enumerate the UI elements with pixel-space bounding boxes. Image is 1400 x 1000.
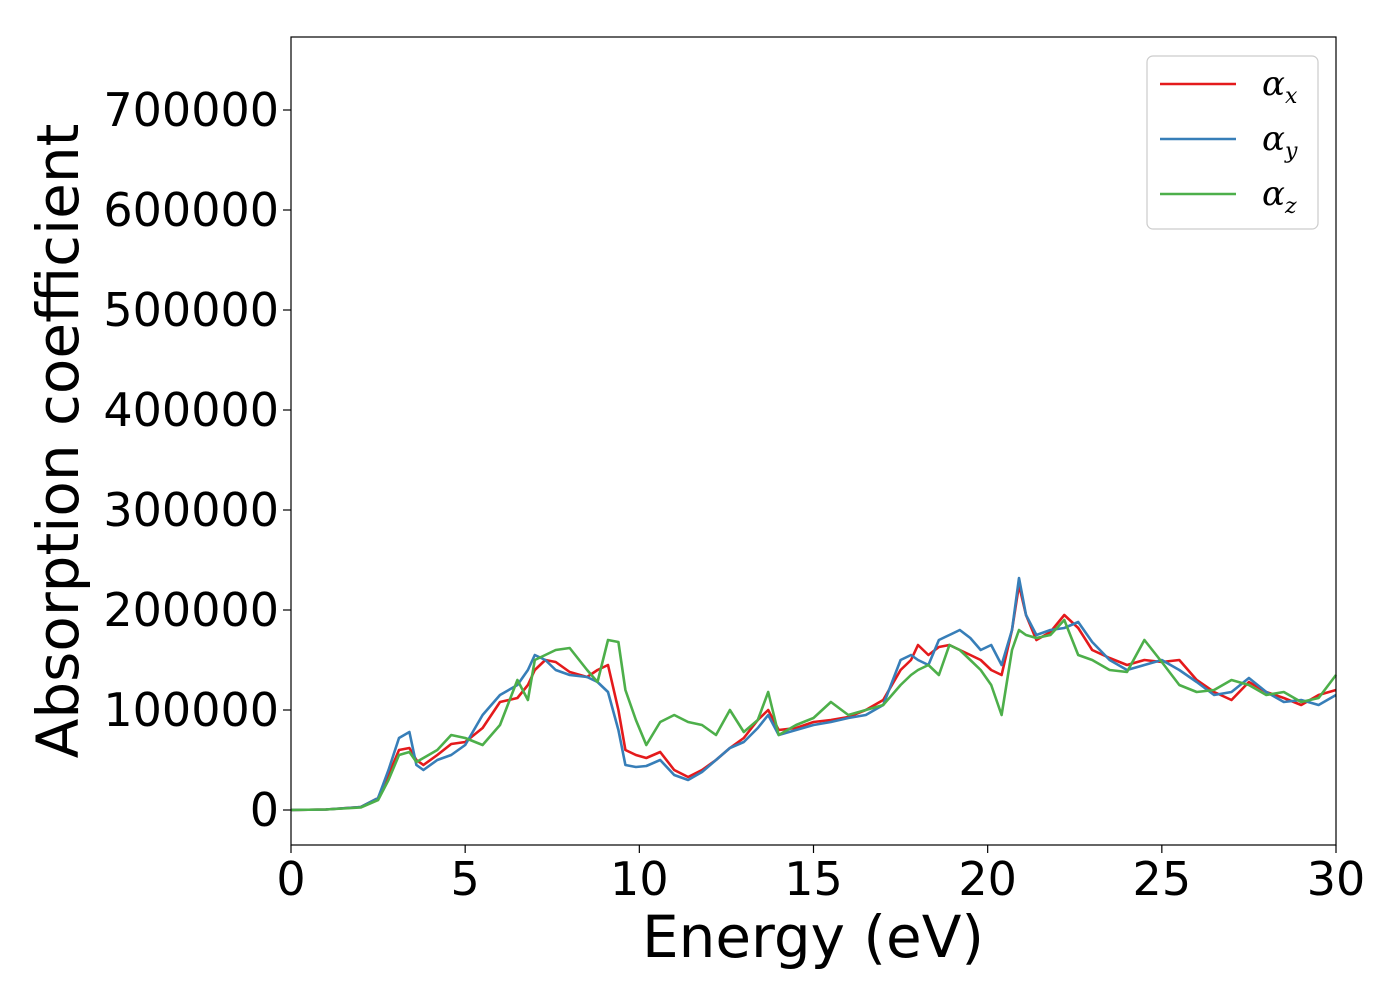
x-axis: 0 5 10 15 20 25 30 — [276, 845, 1365, 906]
series-line-x — [290, 583, 1337, 812]
y-tick-label: 200000 — [103, 583, 279, 637]
x-tick-label: 15 — [784, 852, 843, 906]
x-tick-label: 20 — [958, 852, 1017, 906]
x-tick-label: 30 — [1307, 852, 1366, 906]
y-tick-label: 400000 — [103, 383, 279, 437]
series-line-y — [290, 576, 1337, 812]
series-line-z — [290, 618, 1338, 812]
x-tick-label: 25 — [1133, 852, 1192, 906]
x-tick-label: 10 — [610, 852, 669, 906]
y-tick-label: 500000 — [103, 283, 279, 337]
y-tick-label: 600000 — [103, 183, 279, 237]
x-axis-label: Energy (eV) — [642, 903, 984, 971]
legend-box — [1146, 55, 1319, 230]
series-layer — [290, 576, 1338, 812]
y-tick-label: 700000 — [103, 83, 279, 137]
x-tick-label: 5 — [451, 852, 480, 906]
y-axis: 0 100000 200000 300000 400000 500000 600000 700… — [103, 83, 291, 837]
legend-entry-y: αy — [1262, 119, 1298, 164]
y-tick-label: 300000 — [103, 483, 279, 537]
y-tick-label: 0 — [250, 783, 279, 837]
x-tick-label: 0 — [276, 852, 305, 906]
y-axis-label: Absorption coefficient — [24, 124, 92, 759]
y-tick-label: 100000 — [103, 683, 279, 737]
